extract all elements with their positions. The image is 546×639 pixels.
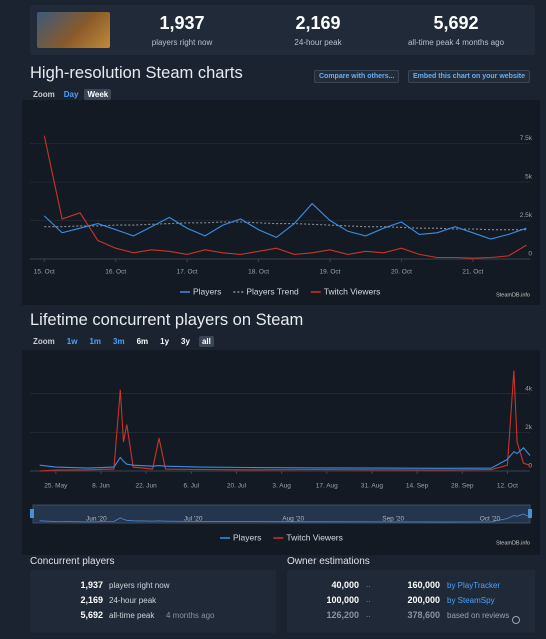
x-tick-label: 15. Oct	[34, 269, 55, 276]
owner-high: 378,600	[407, 610, 440, 620]
panel-value: 1,937	[80, 580, 103, 590]
y-tick-label: 7.5k	[520, 135, 533, 142]
zoom-option[interactable]: 1m	[89, 337, 102, 346]
owner-source[interactable]: by PlayTracker	[447, 581, 501, 590]
x-tick-label: 31. Aug	[361, 483, 383, 490]
x-tick-label: 20. Oct	[391, 269, 412, 276]
y-tick-label: 0	[528, 251, 532, 258]
zoom-option[interactable]: 1w	[66, 337, 78, 346]
x-tick-label: 25. May	[44, 483, 68, 490]
legend-label: Players	[233, 532, 261, 542]
zoom-option[interactable]: all	[198, 336, 214, 347]
x-tick-label: 22. Jun	[135, 483, 157, 490]
y-tick-label: 0	[528, 463, 532, 470]
navigator-label: Jul '20	[184, 516, 203, 523]
x-tick-label: 12. Oct	[497, 483, 518, 490]
navigator-handle	[528, 509, 532, 518]
x-tick-label: 17. Oct	[177, 269, 198, 276]
panel-title: Concurrent players	[30, 556, 115, 567]
button[interactable]: Embed this chart on your website	[408, 70, 531, 83]
owner-source[interactable]: by SteamSpy	[447, 596, 495, 605]
navigator-line	[39, 513, 531, 523]
zoom-option[interactable]: 6m	[136, 337, 149, 346]
owner-sep: ..	[366, 580, 371, 589]
owner-low: 100,000	[326, 595, 359, 605]
legend-label: Twitch Viewers	[286, 532, 343, 542]
zoom-label: Zoom	[33, 337, 55, 346]
section-title: High-resolution Steam charts	[30, 64, 243, 82]
owner-source: based on reviews	[447, 611, 510, 620]
navigator-label: Sep '20	[382, 516, 404, 523]
panel-label: 24-hour peak	[109, 596, 157, 605]
owner-high: 200,000	[407, 595, 440, 605]
owner-low: 126,200	[326, 610, 359, 620]
stat-value: 2,169	[295, 13, 341, 33]
panel-title: Owner estimations	[287, 556, 370, 567]
panel-value: 2,169	[80, 595, 103, 605]
zoom-option[interactable]: Week	[84, 89, 112, 100]
zoom-option[interactable]: Day	[63, 90, 79, 99]
game-thumbnail	[37, 12, 110, 48]
y-tick-label: 5k	[525, 174, 533, 181]
x-tick-label: 19. Oct	[320, 269, 341, 276]
stat-label: players right now	[151, 38, 213, 47]
zoom-bar: Zoom 1w 1m 3m 6m 1y 3y all	[30, 336, 214, 347]
panel	[30, 570, 276, 633]
zoom-bar: Zoom Day Week	[30, 89, 112, 100]
navigator-label: Oct '20	[480, 516, 501, 523]
owner-sep: ..	[366, 610, 371, 619]
panel-label: players right now	[109, 581, 170, 590]
navigator-handle	[30, 509, 34, 518]
series-line	[39, 447, 531, 469]
x-tick-label: 18. Oct	[248, 269, 269, 276]
legend-label: Players Trend	[246, 286, 299, 296]
panel-label: all-time peak	[109, 611, 155, 620]
x-tick-label: 3. Aug	[272, 483, 291, 490]
stat-label: all-time peak 4 months ago	[407, 38, 505, 47]
owner-high: 160,000	[407, 580, 440, 590]
info-icon	[512, 616, 520, 624]
credit: SteamDB.info	[496, 292, 530, 298]
button[interactable]: Compare with others...	[314, 70, 400, 83]
y-tick-label: 4k	[525, 385, 533, 392]
navigator-label: Aug '20	[282, 516, 304, 523]
x-tick-label: 21. Oct	[462, 269, 483, 276]
section-title: Lifetime concurrent players on Steam	[30, 311, 304, 329]
zoom-option[interactable]: 1y	[160, 337, 170, 346]
zoom-label: Zoom	[33, 90, 55, 99]
x-tick-label: 17. Aug	[316, 483, 338, 490]
stats-bar	[30, 5, 535, 55]
x-tick-label: 16. Oct	[105, 269, 126, 276]
y-tick-label: 2.5k	[520, 212, 533, 219]
series-line	[43, 135, 527, 259]
x-tick-label: 6. Jul	[184, 483, 200, 490]
stat-value: 5,692	[433, 13, 479, 33]
zoom-option[interactable]: 3y	[181, 337, 190, 346]
x-tick-label: 14. Sep	[406, 483, 429, 490]
navigator-label: Jun '20	[86, 516, 107, 523]
x-tick-label: 8. Jun	[92, 483, 110, 490]
stat-label: 24-hour peak	[294, 38, 342, 47]
series-line	[39, 370, 531, 472]
zoom-option[interactable]: 3m	[113, 337, 125, 346]
y-tick-label: 2k	[525, 424, 533, 431]
panel	[287, 570, 535, 633]
panel-value: 5,692	[80, 610, 103, 620]
series-line	[43, 202, 527, 240]
owner-sep: ..	[366, 595, 371, 604]
owner-low: 40,000	[331, 580, 359, 590]
stat-value: 1,937	[159, 13, 205, 33]
panel-note: 4 months ago	[166, 611, 215, 620]
legend-label: Twitch Viewers	[324, 286, 381, 296]
credit: SteamDB.info	[496, 540, 530, 546]
chart-bg	[22, 350, 540, 555]
chart-bg	[22, 100, 540, 305]
x-tick-label: 20. Jul	[227, 483, 247, 490]
series-line	[44, 221, 527, 231]
legend-label: Players	[193, 286, 221, 296]
x-tick-label: 28. Sep	[451, 483, 474, 490]
